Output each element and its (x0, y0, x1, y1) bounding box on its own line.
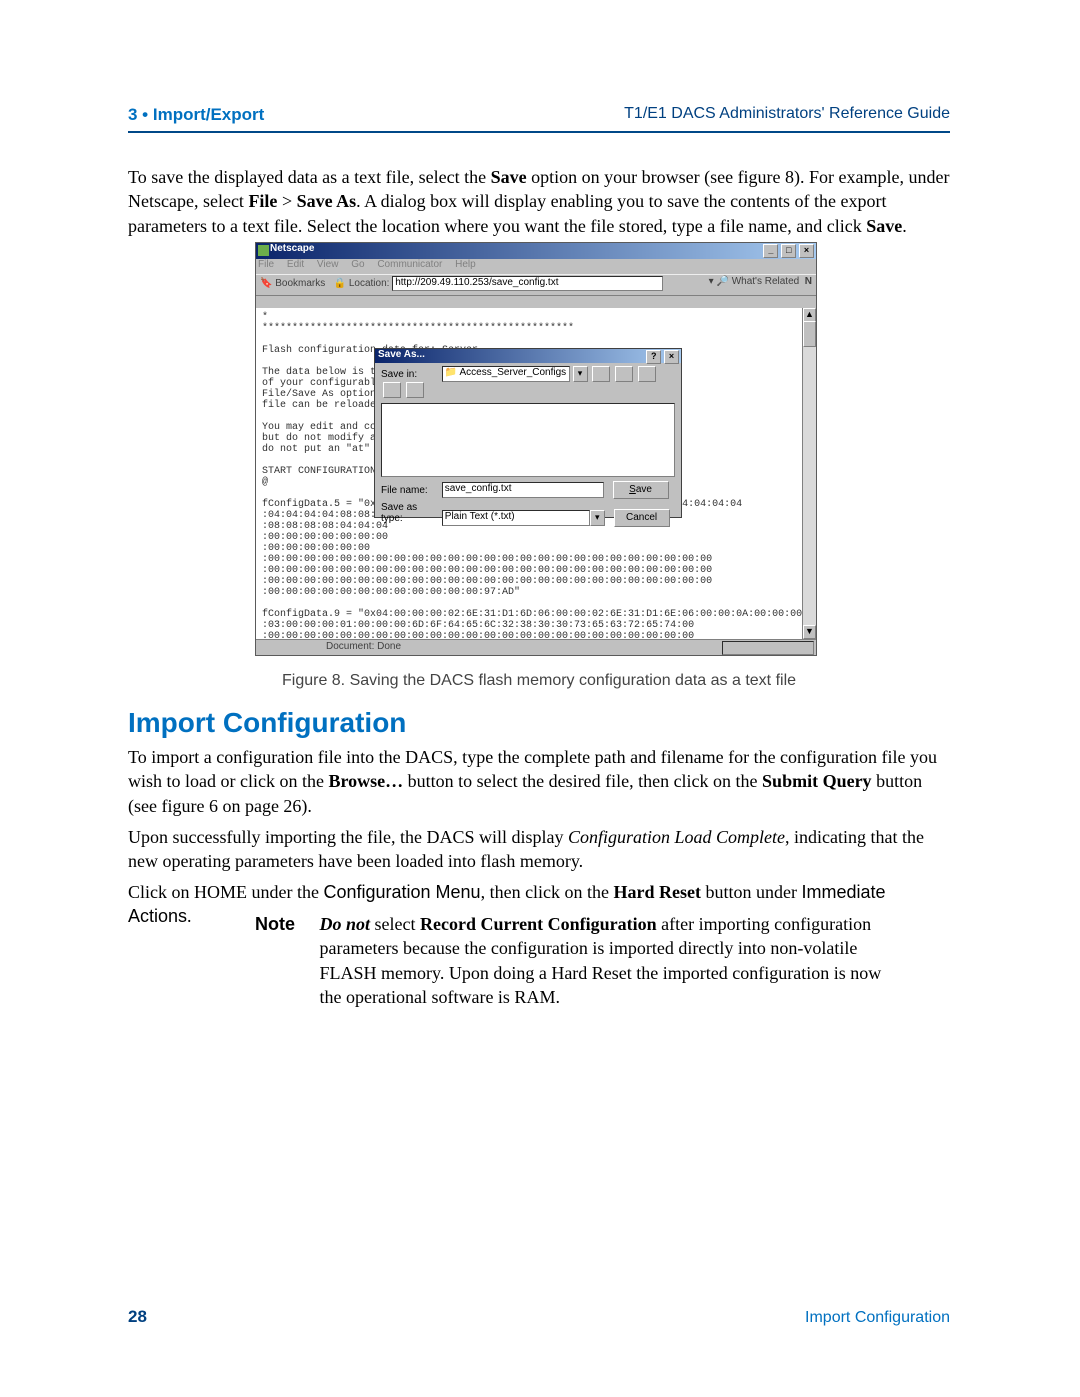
status-tray (722, 641, 814, 655)
browser-content: * **************************************… (256, 308, 816, 639)
vertical-scrollbar[interactable]: ▲ ▼ (802, 308, 816, 639)
note-block: Note Do not select Record Current Config… (255, 912, 950, 1009)
minimize-button[interactable]: _ (763, 244, 778, 258)
window-title: Netscape (270, 243, 314, 254)
location-toolbar: 🔖 Bookmarks 🔒 Location: http://209.49.11… (256, 274, 816, 296)
cancel-button[interactable]: Cancel (614, 509, 670, 527)
status-bar: Document: Done (256, 639, 816, 655)
details-view-icon[interactable] (406, 382, 424, 398)
save-in-combo[interactable]: 📁 Access_Server_Configs (442, 366, 570, 382)
up-folder-icon[interactable] (592, 366, 610, 382)
note-body: Do not select Record Current Configurati… (320, 912, 905, 1009)
location-label: Location: (349, 278, 390, 289)
screenshot-netscape-window: Netscape _ □ × File Edit View Go Communi… (255, 242, 817, 656)
footer-page-number: 28 (128, 1307, 147, 1327)
menu-communicator[interactable]: Communicator (377, 259, 442, 270)
file-name-field[interactable]: save_config.txt (442, 482, 604, 498)
page-header: 3 • Import/Export T1/E1 DACS Administrat… (128, 105, 950, 133)
dialog-close-button[interactable]: × (664, 350, 679, 364)
file-name-label: File name: (381, 485, 439, 496)
note-label: Note (255, 912, 315, 936)
menu-go[interactable]: Go (351, 259, 364, 270)
menu-bar: File Edit View Go Communicator Help (256, 259, 816, 274)
maximize-button[interactable]: □ (781, 244, 796, 258)
whats-related[interactable]: What's Related (732, 276, 800, 287)
paragraph-import: To import a configuration file into the … (128, 745, 950, 818)
dialog-title: Save As... (378, 349, 425, 360)
netscape-icon (258, 245, 269, 256)
status-text: Document: Done (326, 641, 401, 652)
save-in-label: Save in: (381, 369, 439, 380)
header-section: 3 • Import/Export (128, 105, 264, 124)
save-as-type-combo[interactable]: Plain Text (*.txt) (442, 510, 590, 526)
new-folder-icon[interactable] (638, 366, 656, 382)
url-field[interactable]: http://209.49.110.253/save_config.txt (392, 276, 663, 291)
save-as-type-label: Save as type: (381, 502, 439, 524)
paragraph-success: Upon successfully importing the file, th… (128, 825, 950, 874)
bookmarks-label[interactable]: Bookmarks (275, 278, 325, 289)
document-page: 3 • Import/Export T1/E1 DACS Administrat… (0, 0, 1080, 1397)
heading-import-configuration: Import Configuration (128, 707, 406, 739)
list-view-icon[interactable] (383, 382, 401, 398)
footer-section: Import Configuration (805, 1309, 950, 1327)
type-dropdown-icon[interactable]: ▾ (590, 510, 605, 526)
scroll-down-icon[interactable]: ▼ (803, 625, 816, 639)
file-list-view[interactable] (381, 403, 675, 477)
menu-help[interactable]: Help (455, 259, 476, 270)
save-as-dialog: Save As... ? × Save in: 📁 Access_Server_… (374, 348, 682, 518)
scroll-thumb[interactable] (803, 321, 816, 347)
menu-edit[interactable]: Edit (287, 259, 304, 270)
close-button[interactable]: × (799, 244, 814, 258)
dialog-titlebar: Save As... ? × (375, 349, 681, 363)
paragraph-save: To save the displayed data as a text fil… (128, 165, 950, 238)
save-button[interactable]: Save (613, 481, 669, 499)
menu-file[interactable]: File (258, 259, 274, 270)
combo-dropdown-icon[interactable]: ▾ (573, 366, 588, 382)
dialog-help-button[interactable]: ? (646, 350, 661, 364)
window-titlebar: Netscape _ □ × (256, 243, 816, 259)
desktop-icon[interactable] (615, 366, 633, 382)
menu-view[interactable]: View (317, 259, 339, 270)
scroll-up-icon[interactable]: ▲ (803, 308, 816, 322)
figure-caption: Figure 8. Saving the DACS flash memory c… (128, 672, 950, 690)
header-guide-title: T1/E1 DACS Administrators' Reference Gui… (624, 105, 950, 123)
